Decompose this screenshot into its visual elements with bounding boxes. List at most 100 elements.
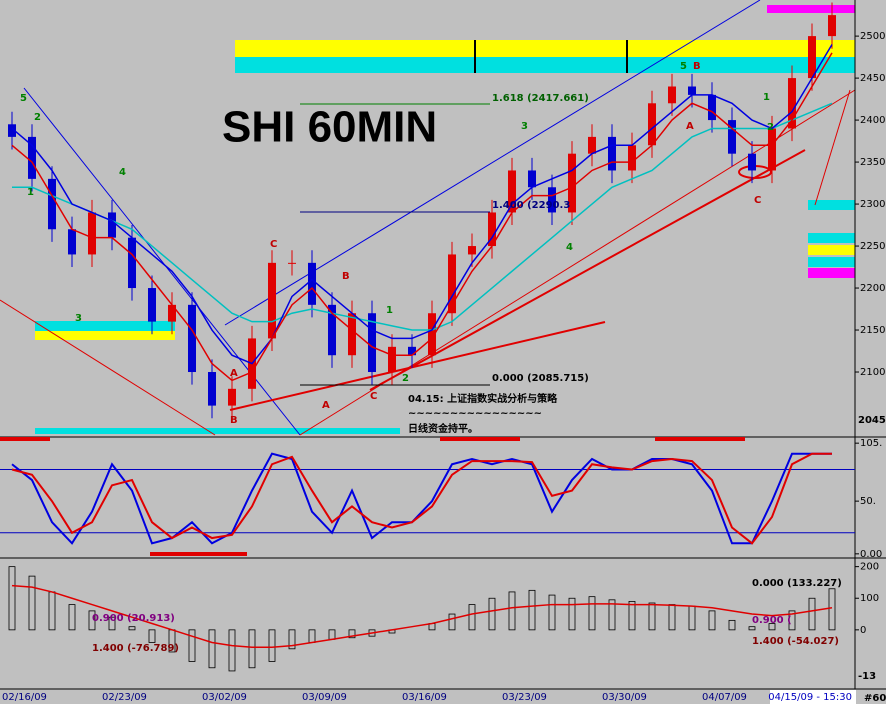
annotation: 1 (386, 305, 393, 316)
candle-body (48, 178, 56, 230)
annotation: 4 (119, 167, 126, 178)
annotation: 0.000 (2085.715) (492, 373, 589, 384)
candle-body (508, 170, 516, 213)
band (235, 40, 855, 57)
stoch-line (11, 452, 832, 545)
candle-body (168, 304, 176, 322)
signal-bar (150, 552, 247, 556)
annotation: 日线资金持平。 (408, 422, 478, 435)
arrow (369, 149, 806, 391)
histogram-bar (128, 626, 136, 631)
x-tick-label: 03/16/09 (402, 692, 447, 703)
candle-body (408, 346, 416, 356)
histogram-bar (448, 613, 456, 631)
annotation: 0.900 (20.913) (92, 613, 175, 624)
date-highlight (770, 690, 856, 704)
x-tick-label: 03/02/09 (202, 692, 247, 703)
histogram-bar (228, 629, 236, 672)
x-tick-label: 04/15/09 - 15:30 (768, 692, 852, 703)
candle-body (708, 94, 716, 121)
y-tick-label: 0.00 (860, 549, 882, 560)
overlay-line (11, 584, 833, 648)
x-tick-label: 02/23/09 (102, 692, 147, 703)
y-tick-label: 2300 (860, 199, 885, 210)
y-tick-label: 2100 (860, 367, 885, 378)
histogram-bar (288, 629, 296, 650)
candle-body (128, 237, 136, 289)
histogram-bar (808, 597, 816, 631)
channel-line (0, 299, 216, 436)
y-tick-label: 2150 (860, 325, 885, 336)
histogram-bar (508, 591, 516, 631)
candle-body (328, 304, 336, 356)
candle-body (88, 212, 96, 255)
histogram-bar (348, 629, 356, 639)
y-tick-label: 200 (860, 562, 879, 573)
histogram-bar (8, 566, 16, 631)
y-tick-label: 105. (860, 438, 882, 449)
annotation: 1 (763, 92, 770, 103)
y-tick-label: 2200 (860, 283, 885, 294)
histogram-bar (828, 588, 836, 631)
annotation: 2 (402, 373, 409, 384)
histogram-bar (728, 619, 736, 631)
candle-body (28, 136, 36, 179)
y-tick-label: 2500 (860, 31, 885, 42)
band (808, 268, 855, 278)
histogram-bar (648, 602, 656, 631)
y-tick-label: 0 (860, 625, 866, 636)
band (35, 331, 175, 340)
x-tick-label: 02/16/09 (2, 692, 47, 703)
x-tick-label: 03/30/09 (602, 692, 647, 703)
histogram-bar (268, 629, 276, 662)
annotation: 5 (20, 93, 27, 104)
histogram-bar (608, 599, 616, 631)
histogram-bar (208, 629, 216, 669)
overlay-line (11, 52, 833, 382)
candle-body (188, 304, 196, 373)
annotation: -13 (858, 671, 876, 682)
annotation: B (693, 61, 701, 72)
histogram-bar (188, 629, 196, 662)
histogram-bar (488, 597, 496, 631)
annotation: 1.618 (2417.661) (492, 93, 589, 104)
annotation: 3 (521, 121, 528, 132)
histogram-bar (88, 610, 96, 631)
annotation: ~~~~~~~~~~~~~~~~ (408, 408, 542, 419)
band (767, 5, 855, 13)
band (808, 200, 855, 210)
candle-body (528, 170, 536, 188)
candle-body (368, 313, 376, 373)
candle-body (228, 388, 236, 406)
signal-bar (655, 437, 745, 441)
candle-body (388, 346, 396, 373)
candle-body (108, 212, 116, 238)
arrow (229, 321, 606, 411)
annotation: 04.15: 上证指数实战分析与策略 (408, 392, 558, 405)
signal-bar (440, 437, 520, 441)
y-tick-label: 2250 (860, 241, 885, 252)
histogram-bar (568, 597, 576, 631)
annotation: B (342, 271, 350, 282)
candle-body (568, 153, 576, 213)
band (35, 321, 175, 331)
annotation: 2 (34, 112, 41, 123)
y-tick-label: 2450 (860, 73, 885, 84)
annotation: 0.000 (133.227) (752, 578, 842, 589)
band (808, 257, 855, 267)
x-tick-label: 03/09/09 (302, 692, 347, 703)
annotation: 1.400 (2290.3 (492, 200, 570, 211)
candle-body (308, 262, 316, 305)
histogram-bar (528, 589, 536, 631)
annotation: C (754, 195, 761, 206)
annotation: A (686, 121, 694, 132)
candle-body (428, 313, 436, 356)
y-tick-label: 2350 (860, 157, 885, 168)
annotation: 1.400 (-76.789) (92, 643, 179, 654)
histogram-bar (628, 601, 636, 631)
band (35, 428, 400, 434)
histogram-bar (468, 604, 476, 631)
annotation: 1 (27, 187, 34, 198)
candle-body (348, 313, 356, 356)
